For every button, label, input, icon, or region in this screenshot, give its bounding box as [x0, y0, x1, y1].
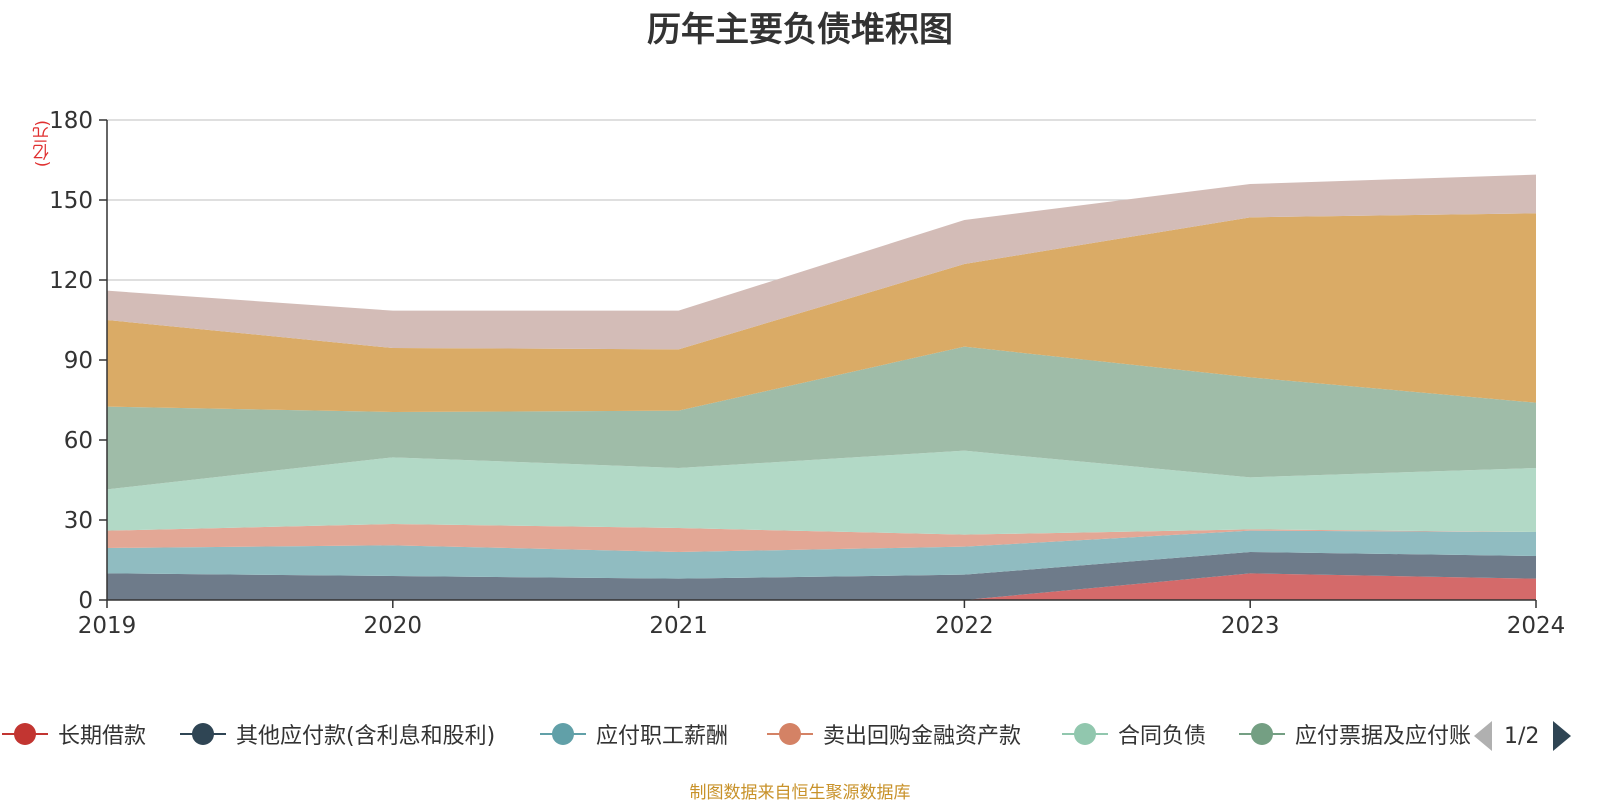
- area-series-8[interactable]: [107, 174, 1536, 350]
- y-tick-label: 180: [49, 108, 93, 134]
- area-series-5[interactable]: [107, 450, 1536, 535]
- area-series-2[interactable]: [107, 552, 1536, 600]
- y-axis-unit-label: (亿元): [33, 120, 53, 168]
- y-tick-label: 60: [64, 428, 93, 454]
- legend-marker-icon: [178, 719, 228, 749]
- pager-next-arrow-icon[interactable]: [1553, 721, 1572, 751]
- x-tick-label: 2023: [1221, 613, 1280, 639]
- source-note: 制图数据来自恒生聚源数据库: [689, 783, 911, 803]
- pager-page-indicator: 1/2: [1504, 723, 1540, 749]
- area-series-7[interactable]: [107, 213, 1536, 412]
- x-tick-label: 2024: [1507, 613, 1566, 639]
- y-tick-label: 150: [49, 188, 93, 214]
- x-tick-label: 2021: [649, 613, 708, 639]
- legend-items: 长期借款 其他应付款(含利息和股利) 应付职工薪酬 卖出回购金融资产款 合同负债 应付票据…: [0, 716, 1470, 756]
- x-tick-label: 2020: [364, 613, 423, 639]
- area-series-layer: [107, 174, 1536, 600]
- legend-label: 卖出回购金融资产款: [823, 724, 1022, 749]
- chart-title: 历年主要负债堆积图: [647, 10, 953, 50]
- area-series-1[interactable]: [107, 573, 1536, 600]
- legend-item-1[interactable]: 长期借款: [0, 716, 175, 752]
- area-series-6[interactable]: [107, 346, 1536, 490]
- legend-label: 其他应付款(含利息和股利): [236, 724, 496, 749]
- x-tick-label: 2022: [935, 613, 994, 639]
- pager-prev-arrow-icon[interactable]: [1474, 721, 1492, 751]
- legend-pager: 1/2: [1474, 718, 1572, 754]
- y-tick-label: 30: [64, 508, 93, 534]
- legend-marker-icon: [765, 719, 815, 749]
- legend: 长期借款 其他应付款(含利息和股利) 应付职工薪酬 卖出回购金融资产款 合同负债 应付票据…: [0, 716, 1600, 756]
- y-tick-label: 0: [78, 588, 93, 614]
- legend-label: 合同负债: [1118, 724, 1207, 749]
- legend-item-2[interactable]: 其他应付款(含利息和股利): [178, 716, 535, 752]
- legend-marker-icon: [1237, 719, 1287, 749]
- legend-label: 应付票据及应付账款: [1295, 724, 1470, 749]
- area-series-3[interactable]: [107, 530, 1536, 579]
- legend-label: 长期借款: [58, 724, 147, 749]
- legend-item-4[interactable]: 卖出回购金融资产款: [765, 716, 1057, 752]
- legend-item-5[interactable]: 合同负债: [1060, 716, 1234, 752]
- area-series-4[interactable]: [107, 524, 1536, 552]
- legend-item-3[interactable]: 应付职工薪酬: [538, 716, 762, 752]
- x-tick-label: 2019: [78, 613, 137, 639]
- legend-marker-icon: [1060, 719, 1110, 749]
- y-tick-label: 120: [49, 268, 93, 294]
- legend-marker-icon: [538, 719, 588, 749]
- legend-item-6[interactable]: 应付票据及应付账款: [1237, 716, 1470, 752]
- axes: 0 30 60 90 120 150 180 2019 2020 2021 2022 2023 2024: [49, 108, 1565, 639]
- y-tick-label: 90: [64, 348, 93, 374]
- legend-label: 应付职工薪酬: [596, 724, 729, 749]
- legend-marker-icon: [0, 719, 50, 749]
